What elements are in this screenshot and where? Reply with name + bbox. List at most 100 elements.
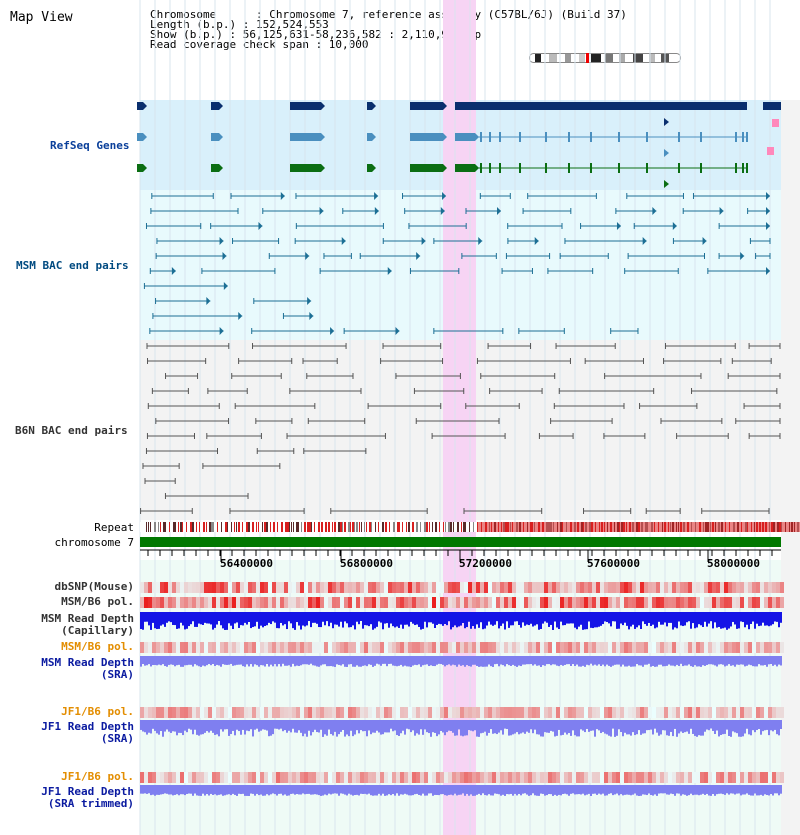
repeat-mark	[146, 522, 147, 532]
heat-cell	[220, 582, 224, 593]
heat-cell	[140, 772, 144, 783]
depth-bar	[618, 656, 620, 665]
depth-bar	[684, 720, 686, 733]
heat-cell	[464, 772, 468, 783]
depth-bar	[574, 612, 576, 628]
depth-bar	[638, 785, 640, 796]
heat-cell	[556, 772, 560, 783]
depth-bar	[210, 612, 212, 625]
repeat-mark	[154, 522, 156, 532]
heat-cell	[384, 597, 388, 608]
heat-cell	[412, 597, 416, 608]
heat-cell	[556, 642, 560, 653]
repeat-mark	[246, 522, 248, 532]
depth-bar	[218, 785, 220, 795]
depth-bar	[342, 785, 344, 794]
repeat-mark	[439, 522, 440, 532]
depth-bar	[286, 785, 288, 796]
depth-bar	[440, 656, 442, 665]
heat-cell	[512, 707, 516, 718]
depth-bar	[776, 612, 778, 622]
depth-bar	[346, 656, 348, 667]
depth-bar	[496, 720, 498, 735]
heat-cell	[288, 772, 292, 783]
heat-cell	[524, 597, 528, 608]
heat-cell	[636, 642, 640, 653]
heat-cell	[464, 582, 468, 593]
depth-bar	[778, 656, 780, 665]
depth-bar	[230, 785, 232, 796]
depth-bar	[220, 656, 222, 667]
depth-bar	[478, 720, 480, 737]
heat-cell	[548, 582, 552, 593]
heat-cell	[580, 707, 584, 718]
depth-bar	[380, 720, 382, 735]
heat-cell	[536, 582, 540, 593]
heat-cell	[312, 642, 316, 653]
depth-bar	[220, 720, 222, 730]
depth-bar	[742, 785, 744, 795]
depth-bar	[618, 720, 620, 730]
heat-cell	[744, 597, 748, 608]
heat-cell	[340, 597, 344, 608]
depth-bar	[196, 612, 198, 627]
heat-cell	[292, 597, 296, 608]
heat-cell	[360, 707, 364, 718]
depth-bar	[342, 612, 344, 628]
depth-bar	[632, 785, 634, 795]
depth-bar	[408, 720, 410, 730]
heat-cell	[404, 707, 408, 718]
depth-bar	[254, 656, 256, 665]
heat-cell	[304, 772, 308, 783]
depth-bar	[622, 720, 624, 737]
depth-bar	[734, 720, 736, 733]
depth-bar	[410, 720, 412, 733]
heat-cell	[680, 707, 684, 718]
depth-bar	[606, 720, 608, 735]
depth-bar	[452, 720, 454, 733]
heat-cell	[584, 707, 588, 718]
depth-bar	[174, 785, 176, 795]
depth-bar	[184, 720, 186, 731]
depth-bar	[522, 720, 524, 733]
depth-bar	[688, 656, 690, 665]
depth-bar	[724, 612, 726, 628]
depth-bar	[450, 656, 452, 666]
depth-bar	[514, 785, 516, 794]
depth-bar	[366, 656, 368, 667]
depth-bar	[278, 785, 280, 794]
depth-bar	[614, 656, 616, 665]
depth-bar	[642, 785, 644, 795]
b6n-bac-track-label[interactable]: B6N BAC end pairs	[15, 424, 128, 437]
heat-cell	[768, 707, 772, 718]
depth-bar	[558, 785, 560, 795]
heat-cell	[584, 772, 588, 783]
heat-cell	[740, 772, 744, 783]
heat-cell	[408, 707, 412, 718]
depth-bar	[370, 720, 372, 735]
depth-bar	[778, 720, 780, 736]
heat-cell	[780, 597, 784, 608]
depth-bar	[274, 656, 276, 665]
heat-cell	[452, 772, 456, 783]
depth-bar	[410, 785, 412, 796]
heat-cell	[776, 582, 780, 593]
heat-cell	[280, 582, 284, 593]
heat-cell	[712, 597, 716, 608]
depth-bar	[670, 785, 672, 794]
heat-cell	[216, 642, 220, 653]
heat-cell	[268, 642, 272, 653]
msm-bac-track-label[interactable]: MSM BAC end pairs	[16, 259, 129, 272]
heat-cell	[736, 772, 740, 783]
depth-bar	[188, 720, 190, 729]
depth-bar	[306, 720, 308, 737]
repeat-mark	[348, 522, 350, 532]
heat-cell	[348, 642, 352, 653]
refseq-track-label[interactable]: RefSeq Genes	[50, 139, 130, 152]
msm-sra-line2: (SRA)	[100, 668, 134, 681]
depth-bar	[192, 785, 194, 796]
heat-cell	[296, 772, 300, 783]
axis-tick-label: 56400000	[220, 557, 273, 570]
bac-end	[307, 297, 312, 305]
